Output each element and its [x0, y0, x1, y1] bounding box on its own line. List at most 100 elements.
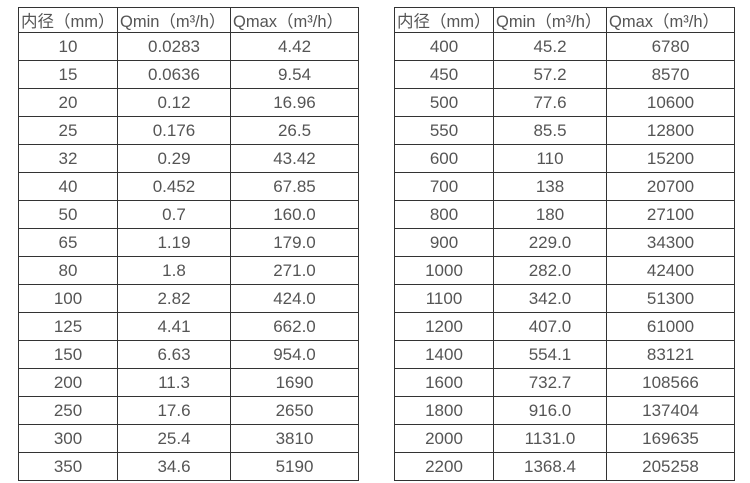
table-cell: 110 — [493, 144, 607, 173]
table-row: 20 0.12 16.96 — [18, 88, 359, 117]
table-cell: 6780 — [606, 32, 735, 61]
table-cell: 1.19 — [117, 228, 231, 257]
table-cell: 3810 — [230, 424, 359, 453]
table-cell: 51300 — [606, 284, 735, 313]
table-cell: 300 — [18, 424, 118, 453]
table-row: 80 1.8 271.0 — [18, 256, 359, 285]
table-cell: 77.6 — [493, 88, 607, 117]
table-row: 200 11.3 1690 — [18, 368, 359, 397]
table-cell: 10600 — [606, 88, 735, 117]
table-row: 25 0.176 26.5 — [18, 116, 359, 145]
table-cell: 350 — [18, 452, 118, 481]
table-row: 350 34.6 5190 — [18, 452, 359, 481]
table-row: 10 0.0283 4.42 — [18, 32, 359, 61]
table-cell: 40 — [18, 172, 118, 201]
table-row: 1000 282.0 42400 — [394, 256, 735, 285]
table-cell: 26.5 — [230, 116, 359, 145]
table-cell: 85.5 — [493, 116, 607, 145]
table-cell: 50 — [18, 200, 118, 229]
table-row: 1800 916.0 137404 — [394, 396, 735, 425]
table-cell: 100 — [18, 284, 118, 313]
table-cell: 34300 — [606, 228, 735, 257]
table-row: 550 85.5 12800 — [394, 116, 735, 145]
table-cell: 65 — [18, 228, 118, 257]
table-cell: 4.41 — [117, 312, 231, 341]
table-cell: 20700 — [606, 172, 735, 201]
table-cell: 150 — [18, 340, 118, 369]
table-cell: 250 — [18, 396, 118, 425]
table-cell: 83121 — [606, 340, 735, 369]
table-cell: 1200 — [394, 312, 494, 341]
table-cell: 407.0 — [493, 312, 607, 341]
table-cell: 954.0 — [230, 340, 359, 369]
table-cell: 1368.4 — [493, 452, 607, 481]
table-cell: 424.0 — [230, 284, 359, 313]
table-cell: 200 — [18, 368, 118, 397]
table-cell: 27100 — [606, 200, 735, 229]
table-cell: 43.42 — [230, 144, 359, 173]
table-cell: 5190 — [230, 452, 359, 481]
table-cell: 8570 — [606, 60, 735, 89]
table-cell: 342.0 — [493, 284, 607, 313]
table-cell: 1000 — [394, 256, 494, 285]
table-row: 32 0.29 43.42 — [18, 144, 359, 173]
table-row: 150 6.63 954.0 — [18, 340, 359, 369]
table-row: 800 180 27100 — [394, 200, 735, 229]
table-body-left: 10 0.0283 4.42 15 0.0636 9.54 20 0.12 16.96 25 0.1… — [18, 32, 359, 481]
table-cell: 550 — [394, 116, 494, 145]
header-row: 内径（mm） Qmin（m³/h） Qmax（m³/h） — [18, 7, 359, 33]
table-cell: 11.3 — [117, 368, 231, 397]
flow-table-left: 内径（mm） Qmin（m³/h） Qmax（m³/h） 10 0.0283 4.4… — [18, 7, 359, 481]
table-cell: 138 — [493, 172, 607, 201]
table-cell: 0.452 — [117, 172, 231, 201]
table-cell: 732.7 — [493, 368, 607, 397]
table-cell: 45.2 — [493, 32, 607, 61]
table-cell: 900 — [394, 228, 494, 257]
table-cell: 12800 — [606, 116, 735, 145]
table-cell: 160.0 — [230, 200, 359, 229]
table-cell: 282.0 — [493, 256, 607, 285]
table-cell: 0.176 — [117, 116, 231, 145]
header-qmin: Qmin（m³/h） — [117, 7, 231, 33]
table-cell: 205258 — [606, 452, 735, 481]
table-cell: 1100 — [394, 284, 494, 313]
header-inner-diameter: 内径（mm） — [394, 7, 494, 33]
table-row: 900 229.0 34300 — [394, 228, 735, 257]
table-row: 15 0.0636 9.54 — [18, 60, 359, 89]
table-cell: 800 — [394, 200, 494, 229]
table-cell: 34.6 — [117, 452, 231, 481]
table-body-right: 400 45.2 6780 450 57.2 8570 500 77.6 10600 550 85.… — [394, 32, 735, 481]
table-cell: 10 — [18, 32, 118, 61]
table-cell: 15200 — [606, 144, 735, 173]
table-row: 300 25.4 3810 — [18, 424, 359, 453]
header-row: 内径（mm） Qmin（m³/h） Qmax（m³/h） — [394, 7, 735, 33]
table-row: 50 0.7 160.0 — [18, 200, 359, 229]
table-cell: 1800 — [394, 396, 494, 425]
table-cell: 0.12 — [117, 88, 231, 117]
table-cell: 2.82 — [117, 284, 231, 313]
table-cell: 108566 — [606, 368, 735, 397]
table-cell: 4.42 — [230, 32, 359, 61]
table-cell: 916.0 — [493, 396, 607, 425]
table-cell: 180 — [493, 200, 607, 229]
header-qmax: Qmax（m³/h） — [606, 7, 735, 33]
table-cell: 600 — [394, 144, 494, 173]
table-cell: 450 — [394, 60, 494, 89]
table-cell: 2200 — [394, 452, 494, 481]
table-cell: 700 — [394, 172, 494, 201]
table-row: 400 45.2 6780 — [394, 32, 735, 61]
table-row: 1400 554.1 83121 — [394, 340, 735, 369]
header-qmin: Qmin（m³/h） — [493, 7, 607, 33]
header-qmax: Qmax（m³/h） — [230, 7, 359, 33]
table-cell: 80 — [18, 256, 118, 285]
table-cell: 25 — [18, 116, 118, 145]
table-cell: 229.0 — [493, 228, 607, 257]
table-row: 700 138 20700 — [394, 172, 735, 201]
table-cell: 2650 — [230, 396, 359, 425]
table-cell: 169635 — [606, 424, 735, 453]
table-cell: 57.2 — [493, 60, 607, 89]
table-cell: 32 — [18, 144, 118, 173]
table-row: 250 17.6 2650 — [18, 396, 359, 425]
table-cell: 125 — [18, 312, 118, 341]
